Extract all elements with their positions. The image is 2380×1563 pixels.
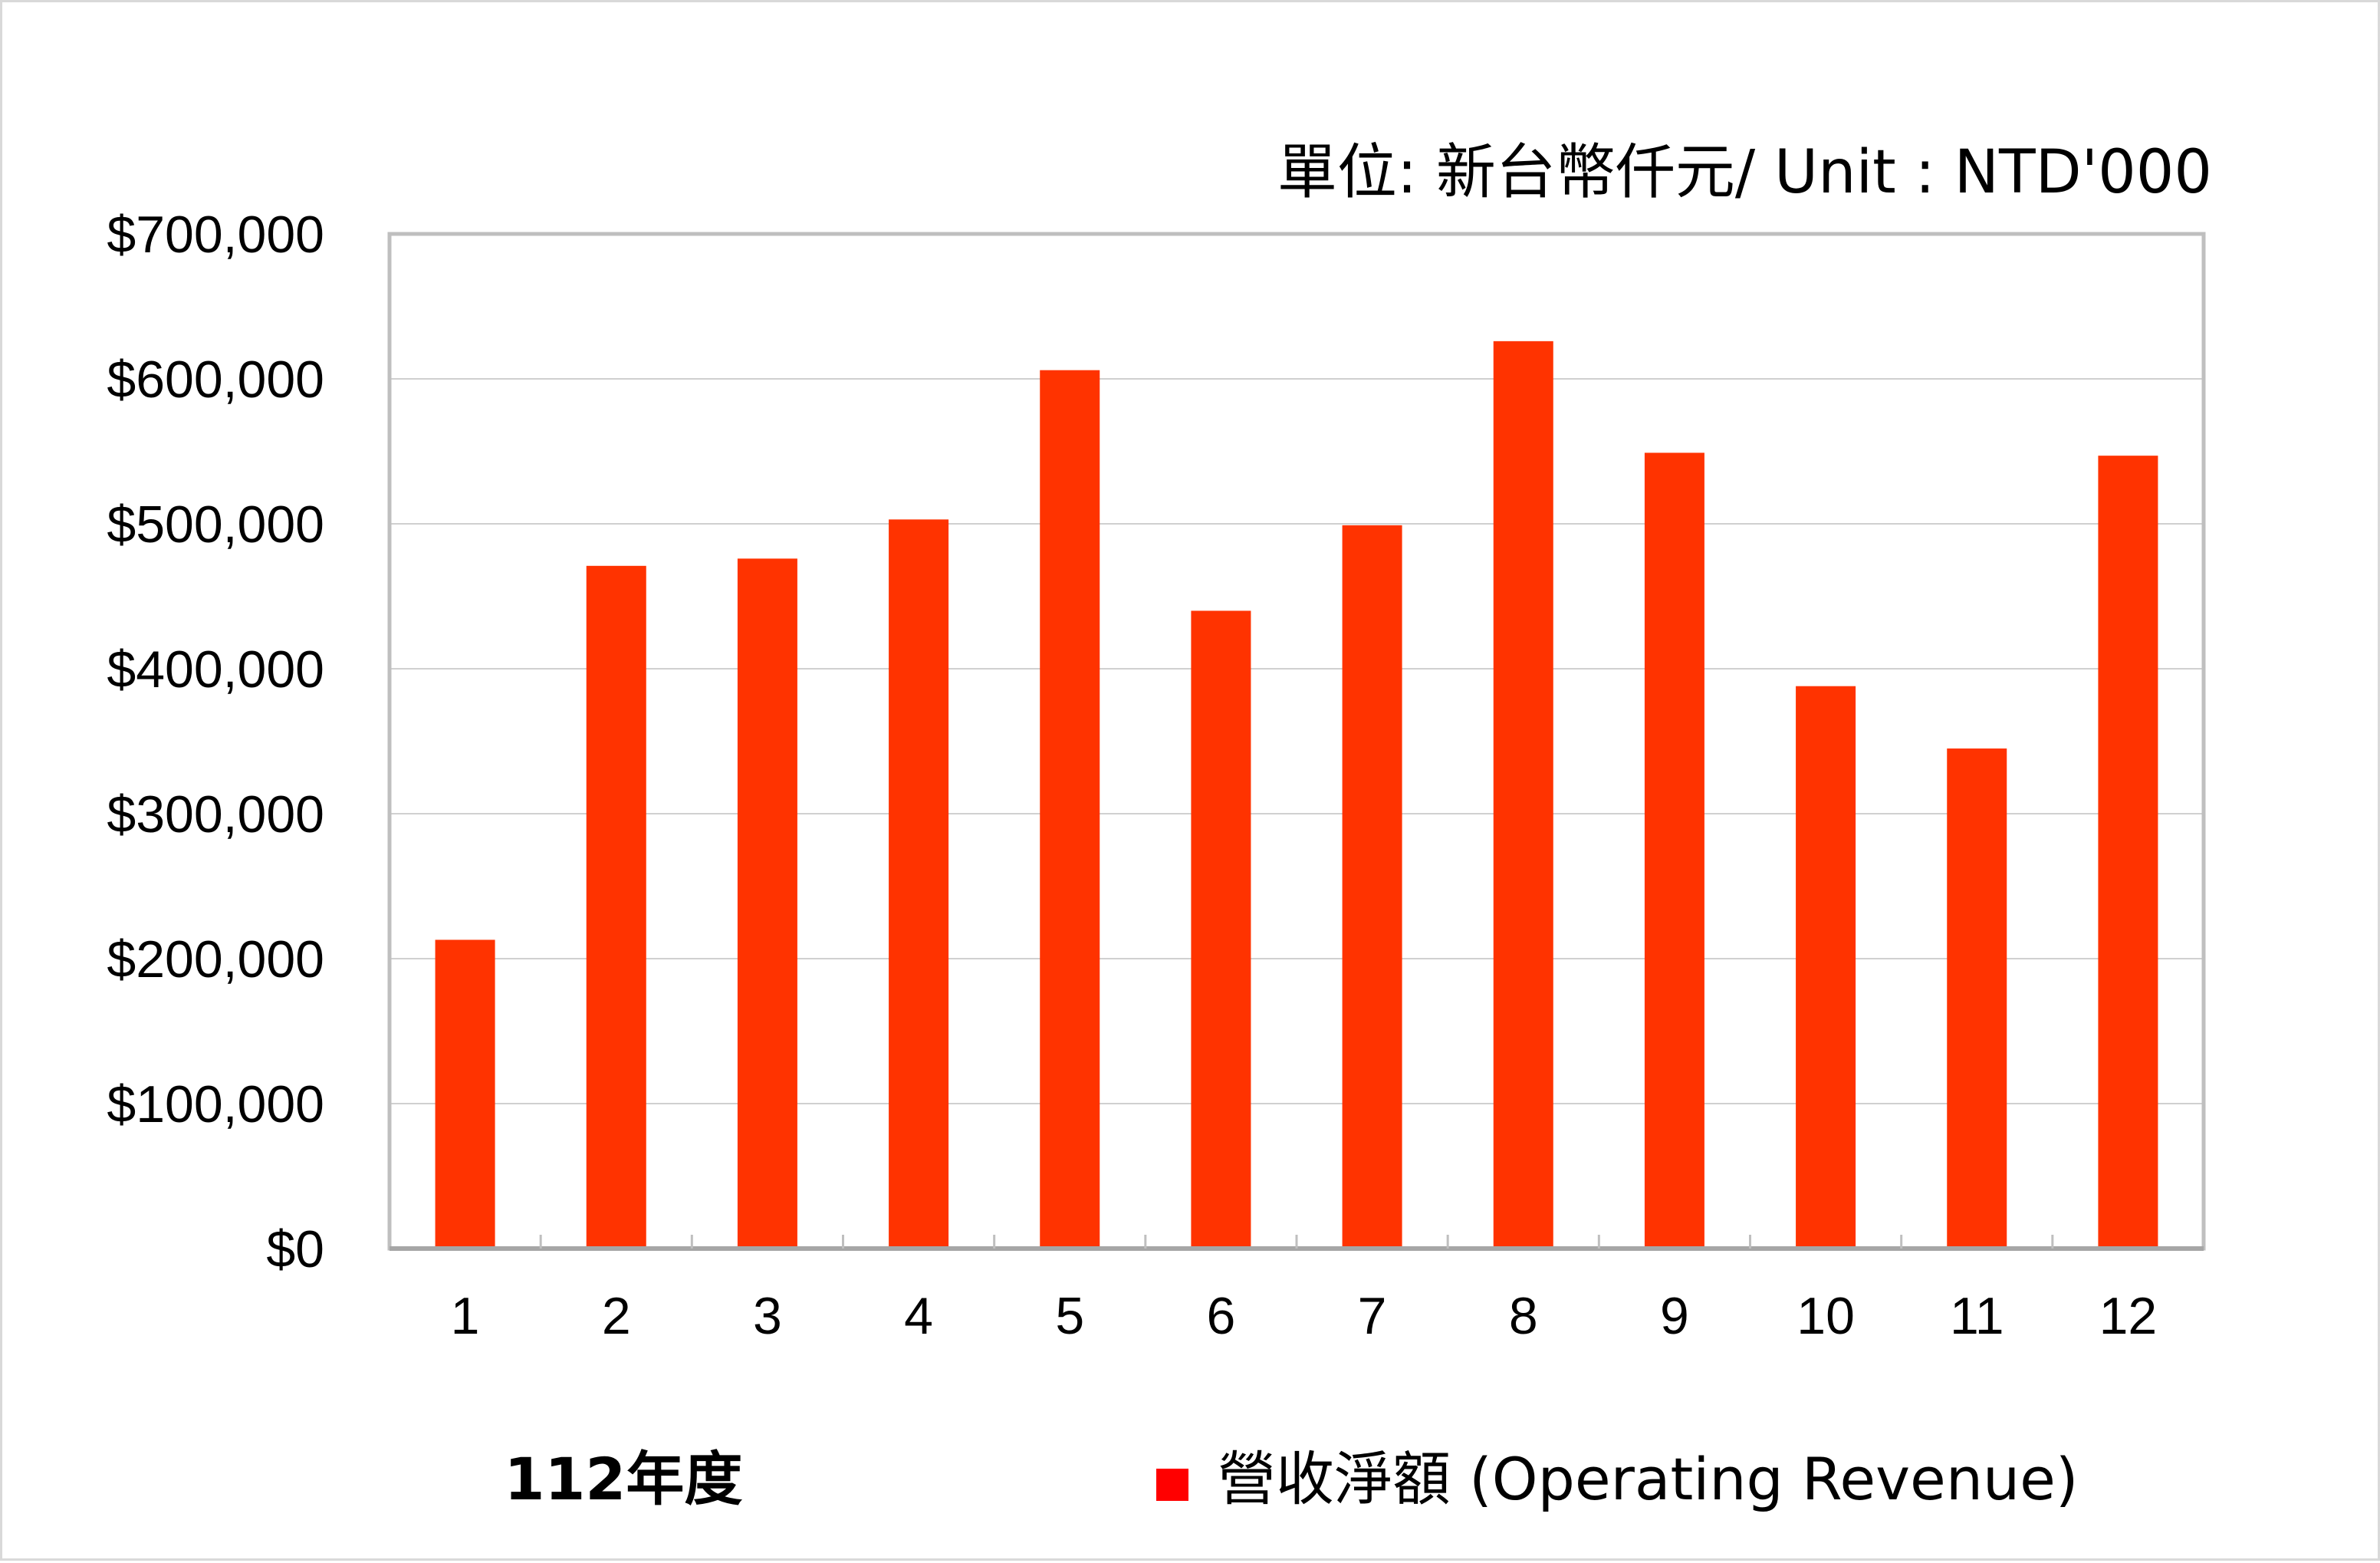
y-tick-label: $0: [266, 1220, 324, 1278]
bar-month-2: [586, 565, 646, 1249]
bar-month-12: [2098, 456, 2158, 1249]
x-tick-label: 10: [1797, 1287, 1855, 1345]
x-tick-label: 11: [1950, 1287, 2004, 1345]
plot-area-border: [387, 232, 2206, 1251]
y-tick-label: $600,000: [107, 350, 324, 409]
bar-month-7: [1342, 525, 1402, 1249]
y-tick-label: $700,000: [107, 206, 324, 264]
bar-month-5: [1040, 370, 1100, 1249]
bar-month-3: [737, 558, 797, 1249]
gridlines: [390, 378, 2204, 1104]
y-tick-label: $500,000: [107, 495, 324, 554]
bar-month-8: [1493, 341, 1553, 1249]
x-tick-label: 3: [753, 1287, 782, 1345]
y-tick-label: $100,000: [107, 1075, 324, 1134]
x-tick-label: 5: [1055, 1287, 1084, 1345]
bar-month-10: [1796, 686, 1856, 1249]
bar-month-9: [1644, 452, 1704, 1249]
plot-border: [387, 232, 2206, 1251]
x-tick-label: 1: [451, 1287, 480, 1345]
x-tick-label: 2: [602, 1287, 631, 1345]
bars: [435, 341, 2158, 1249]
x-tick-label: 7: [1358, 1287, 1387, 1345]
x-tick-label: 6: [1207, 1287, 1236, 1345]
y-tick-label: $200,000: [107, 930, 324, 989]
bar-month-6: [1191, 610, 1251, 1249]
bar-month-1: [435, 939, 495, 1249]
unit-note: 單位: 新台幣仟元/ Unit : NTD'000: [1277, 138, 2212, 207]
x-tick-label: 12: [2099, 1287, 2158, 1345]
bar-month-4: [889, 519, 949, 1249]
x-axis-tick-labels: 1 2 3 4 5 6 7 8 9 10 11 12: [451, 1287, 2158, 1345]
y-tick-label: $300,000: [107, 785, 324, 844]
x-tick-label: 4: [904, 1287, 933, 1345]
legend-label: 營收淨額 (Operating Revenue): [1218, 1445, 2079, 1513]
y-tick-label: $400,000: [107, 640, 324, 699]
x-axis-caption: 112年度: [505, 1445, 743, 1513]
legend-marker: [1156, 1469, 1188, 1501]
legend: 營收淨額 (Operating Revenue): [1156, 1445, 2079, 1513]
bar-month-11: [1947, 748, 2007, 1249]
x-tick-label: 8: [1509, 1287, 1538, 1345]
x-tick-label: 9: [1660, 1287, 1689, 1345]
y-axis-tick-labels: $0 $100,000 $200,000 $300,000 $400,000 $500,0…: [107, 206, 324, 1278]
